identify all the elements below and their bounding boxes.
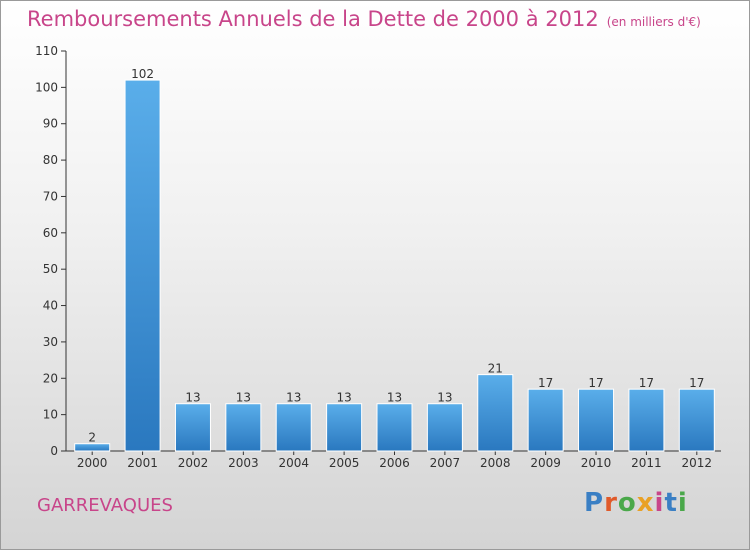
x-tick-label: 2011	[631, 456, 662, 470]
x-tick-label: 2009	[530, 456, 561, 470]
bar	[426, 403, 463, 452]
bar	[678, 388, 715, 452]
logo-letter: r	[604, 488, 618, 518]
logo-letter: P	[584, 488, 605, 518]
bar	[376, 403, 413, 452]
logo-letter: i	[654, 488, 665, 518]
bar-value-label: 13	[286, 391, 301, 405]
y-tick-label: 50	[43, 262, 58, 276]
bar-value-label: 13	[437, 391, 452, 405]
proxiti-logo: Proxiti	[584, 488, 688, 518]
logo-letter: t	[664, 488, 678, 518]
bar-value-label: 13	[236, 391, 251, 405]
bar	[326, 403, 363, 452]
bar-value-label: 21	[488, 362, 503, 376]
bar	[124, 79, 161, 452]
y-tick-label: 20	[43, 371, 58, 385]
y-tick-label: 100	[35, 80, 58, 94]
x-tick-label: 2002	[178, 456, 209, 470]
y-tick-label: 110	[35, 44, 58, 58]
y-tick-label: 30	[43, 335, 58, 349]
bar	[275, 403, 312, 452]
bar	[527, 388, 564, 452]
bar-value-label: 13	[185, 391, 200, 405]
bar-value-label: 2	[88, 431, 96, 445]
logo-letter: x	[636, 488, 655, 518]
y-tick-label: 0	[50, 444, 58, 458]
x-tick-label: 2006	[379, 456, 410, 470]
bar	[74, 443, 111, 452]
bar	[578, 388, 615, 452]
chart-subtitle: (en milliers d'€)	[606, 15, 701, 29]
bar-value-label: 17	[689, 376, 704, 390]
logo-letter: i	[677, 488, 688, 518]
y-tick-label: 40	[43, 299, 58, 313]
x-tick-label: 2003	[228, 456, 259, 470]
y-tick-label: 70	[43, 189, 58, 203]
commune-name: GARREVAQUES	[37, 495, 173, 516]
bar	[225, 403, 262, 452]
bar-value-label: 17	[538, 376, 553, 390]
y-tick-label: 90	[43, 117, 58, 131]
y-tick-label: 60	[43, 226, 58, 240]
logo-letter: o	[617, 488, 637, 518]
y-tick-label: 80	[43, 153, 58, 167]
x-tick-label: 2001	[127, 456, 158, 470]
x-tick-label: 2007	[430, 456, 461, 470]
bar	[174, 403, 211, 452]
bar-value-label: 17	[588, 376, 603, 390]
bar	[628, 388, 665, 452]
bar-value-label: 13	[387, 391, 402, 405]
y-tick-label: 10	[43, 408, 58, 422]
bar-value-label: 17	[639, 376, 654, 390]
x-tick-label: 2012	[682, 456, 713, 470]
x-tick-label: 2010	[581, 456, 612, 470]
bar-value-label: 102	[131, 67, 154, 81]
bar-value-label: 13	[336, 391, 351, 405]
x-tick-label: 2004	[278, 456, 309, 470]
x-tick-label: 2005	[329, 456, 360, 470]
x-tick-label: 2008	[480, 456, 511, 470]
bar	[477, 374, 514, 452]
chart-title-text: Remboursements Annuels de la Dette de 20…	[27, 7, 599, 31]
chart-title: Remboursements Annuels de la Dette de 20…	[27, 7, 701, 31]
x-tick-label: 2000	[77, 456, 108, 470]
